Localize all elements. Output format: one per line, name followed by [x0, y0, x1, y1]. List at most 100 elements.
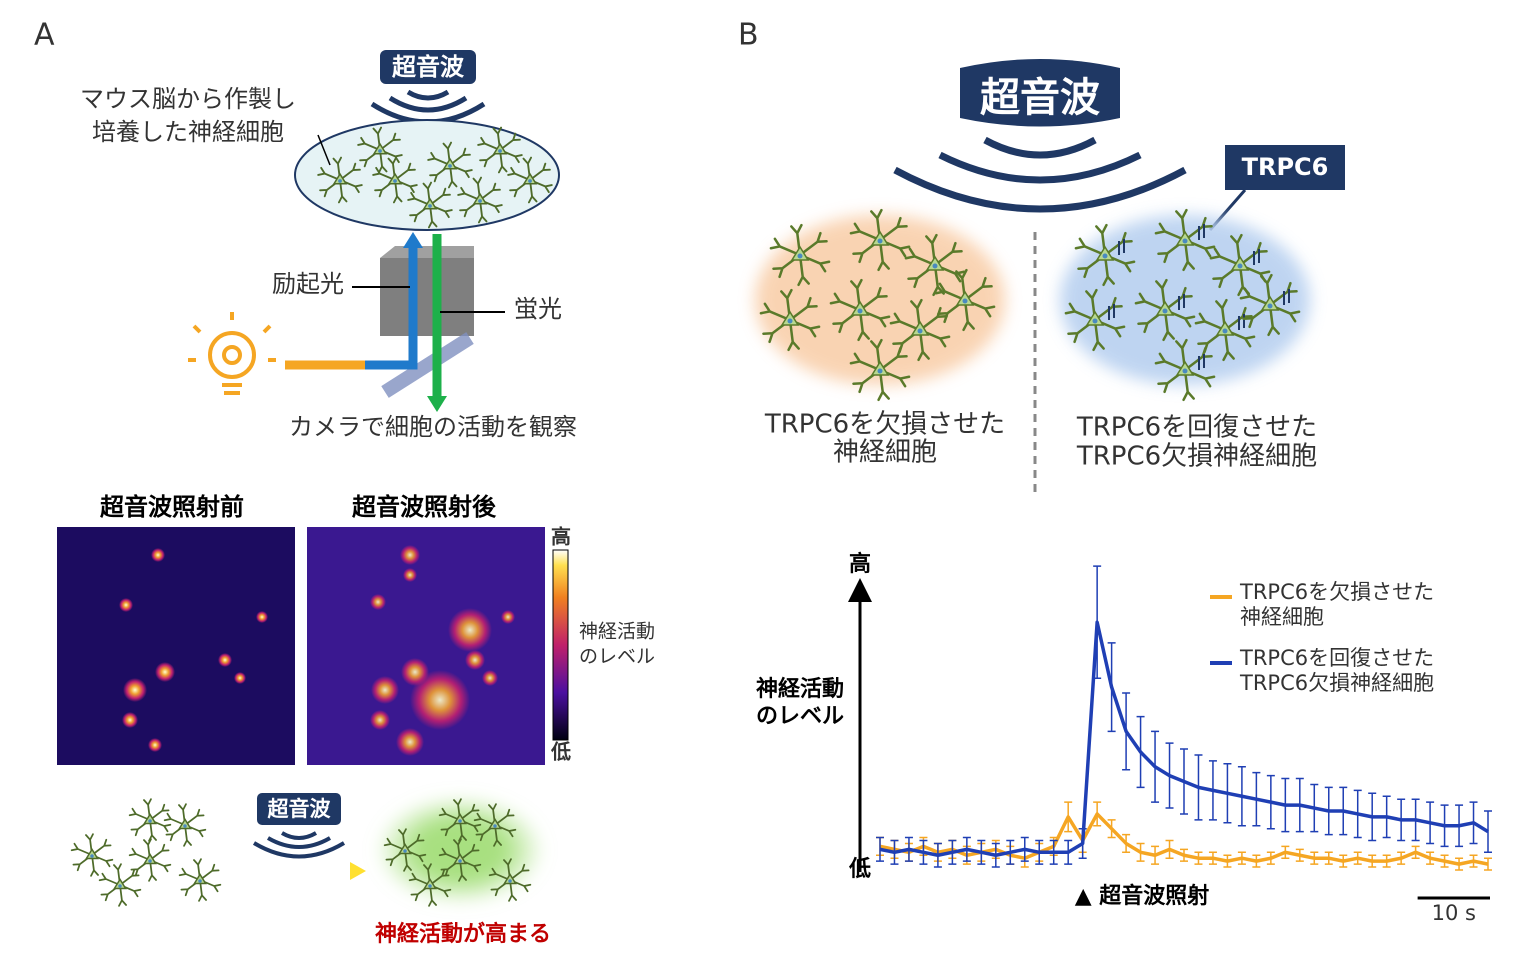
arrow-head — [350, 862, 366, 880]
dendrites — [438, 838, 482, 882]
soma — [488, 817, 502, 830]
neurons — [70, 798, 222, 907]
caption: TRPC6欠損神経細胞 — [1076, 442, 1317, 472]
spot — [371, 676, 399, 704]
result-label: 神経活動が高まる — [375, 921, 551, 947]
neurons — [383, 798, 532, 907]
nucleus — [198, 879, 202, 883]
neurons — [317, 126, 553, 229]
colorbar-high: 高 — [551, 525, 571, 549]
annotation: ▲ 超音波照射 — [1075, 883, 1210, 909]
legend-label: TRPC6欠損神経細胞 — [1239, 671, 1434, 695]
spot — [501, 610, 515, 624]
dendrites — [829, 278, 891, 342]
nucleus — [1267, 303, 1273, 309]
nucleus — [498, 149, 502, 153]
nucleus — [183, 824, 187, 828]
arrow-head — [403, 232, 423, 248]
nucleus — [458, 859, 462, 863]
soma — [113, 877, 127, 890]
dendrites — [477, 126, 523, 174]
dendrites — [408, 863, 452, 907]
microscope-top — [380, 246, 474, 258]
colorbar-low: 低 — [550, 740, 571, 764]
dendrites — [849, 208, 911, 272]
arrow-head — [427, 396, 447, 412]
spot — [410, 670, 470, 730]
soma — [143, 852, 157, 865]
channel — [1108, 304, 1115, 320]
trpc6-label: TRPC6 — [1242, 153, 1329, 181]
panel-label: A — [34, 18, 55, 53]
channel — [1238, 314, 1245, 330]
spot — [370, 710, 390, 730]
nucleus — [787, 318, 793, 324]
nucleus — [917, 328, 923, 334]
soma — [423, 877, 437, 890]
dendrites — [769, 223, 831, 287]
nucleus — [508, 879, 512, 883]
soma — [193, 872, 207, 885]
excitation-path — [365, 245, 418, 370]
dendrites — [427, 141, 473, 189]
spot — [151, 548, 165, 562]
fluorescence-label: 蛍光 — [514, 295, 562, 323]
spot — [123, 678, 147, 702]
heatmap-before — [57, 527, 295, 765]
spot — [256, 611, 268, 623]
channel — [1253, 249, 1260, 265]
nucleus — [493, 824, 497, 828]
dendrites — [934, 268, 996, 332]
dendrites — [759, 288, 821, 352]
nucleus — [1182, 238, 1188, 244]
soma — [522, 172, 538, 185]
soma — [85, 847, 99, 860]
waves — [252, 831, 346, 859]
nucleus — [90, 854, 94, 858]
channel — [1178, 294, 1185, 310]
spot — [148, 738, 162, 752]
y-label: のレベル — [756, 704, 844, 729]
spot — [234, 672, 246, 684]
nucleus — [478, 199, 482, 203]
nucleus — [403, 849, 407, 853]
ultrasound-text: 超音波 — [980, 75, 1100, 121]
series-line — [879, 620, 1489, 857]
dendrites — [1209, 233, 1271, 297]
dendrites — [128, 798, 172, 842]
dendrites — [473, 803, 517, 847]
series-line — [879, 812, 1489, 866]
dendrites — [372, 156, 418, 204]
nucleus — [877, 238, 883, 244]
image-title: 超音波照射前 — [100, 493, 244, 521]
nucleus — [1102, 253, 1108, 259]
channel — [1198, 224, 1205, 240]
soma — [472, 192, 488, 205]
soma — [492, 142, 508, 155]
nucleus — [338, 179, 342, 183]
soma — [453, 852, 467, 865]
soma — [503, 872, 517, 885]
dendrites — [1134, 278, 1196, 342]
soma — [372, 142, 388, 155]
soma — [332, 172, 348, 185]
soma — [387, 172, 403, 185]
soma — [178, 817, 192, 830]
waves — [893, 136, 1187, 213]
neurons — [1060, 208, 1310, 402]
nucleus — [1162, 308, 1168, 314]
spot — [465, 650, 485, 670]
ultrasound-box — [257, 793, 341, 825]
legend-label: TRPC6を回復させた — [1239, 646, 1434, 670]
dendrites — [383, 828, 427, 872]
camera-label: カメラで細胞の活動を観察 — [289, 413, 577, 441]
image-title: 超音波照射後 — [352, 493, 497, 521]
dendrites — [1064, 288, 1126, 352]
spot — [403, 568, 417, 582]
colorbar — [552, 549, 569, 741]
soma — [442, 157, 458, 170]
dendrites — [128, 838, 172, 882]
dendrites — [163, 803, 207, 847]
dendrites — [178, 858, 222, 902]
